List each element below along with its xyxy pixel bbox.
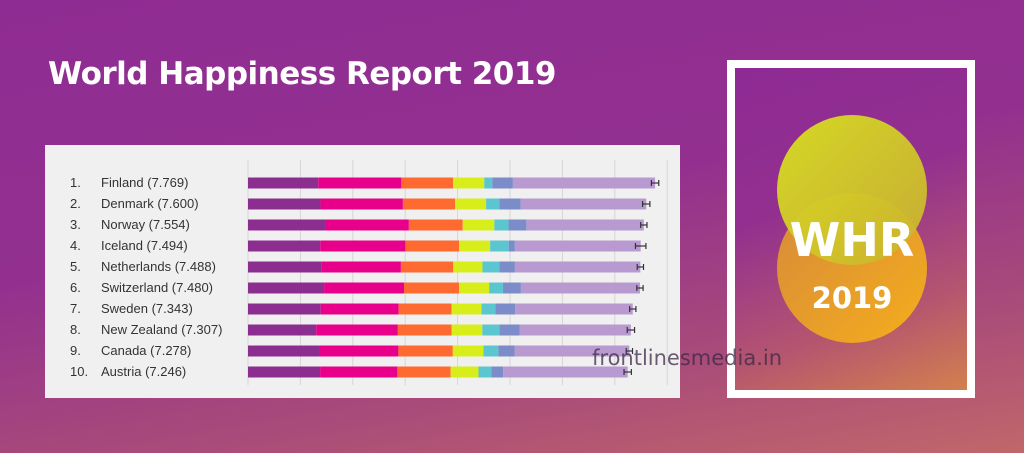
bar-segment — [248, 366, 321, 378]
bar-segment — [248, 240, 321, 252]
rank-number: 7. — [70, 301, 81, 316]
whr-logo-graphic: WHR 2019 — [777, 115, 927, 343]
bar-segment — [451, 324, 483, 336]
bar-segment — [481, 303, 496, 315]
country-label: Denmark (7.600) — [101, 196, 199, 211]
bar-segment — [324, 282, 405, 294]
bar-segment — [248, 345, 320, 357]
country-label: Finland (7.769) — [101, 175, 188, 190]
bar-segment — [397, 366, 451, 378]
country-label: Canada (7.278) — [101, 343, 191, 358]
bar-segment — [526, 219, 644, 231]
country-label: Switzerland (7.480) — [101, 280, 213, 295]
bar-segment — [494, 219, 509, 231]
bar-segment — [248, 303, 321, 315]
bar-segment — [520, 282, 640, 294]
rank-number: 5. — [70, 259, 81, 274]
bar-segment — [478, 366, 492, 378]
bar-segment — [519, 324, 631, 336]
page-title: World Happiness Report 2019 — [48, 56, 557, 92]
watermark: frontlinesmedia.in — [592, 346, 783, 370]
rank-number: 6. — [70, 280, 81, 295]
bar-segment — [451, 303, 482, 315]
country-label: Iceland (7.494) — [101, 238, 188, 253]
bar-segment — [495, 303, 516, 315]
bar-segment — [499, 198, 521, 210]
bar-segment — [502, 282, 521, 294]
bar-segment — [514, 261, 641, 273]
bar-segment — [320, 198, 403, 210]
bar-segment — [514, 240, 641, 252]
bar-segment — [318, 177, 402, 189]
bar-segment — [508, 219, 527, 231]
bar-segment — [508, 240, 515, 252]
bar-segment — [492, 177, 513, 189]
happiness-ranking-chart: 1. Finland (7.769) 2. Denmark (7.600) 3. Norw… — [70, 160, 668, 385]
bar-segment — [520, 198, 647, 210]
bar-segment — [248, 261, 322, 273]
whr-logo: WHR 2019 — [727, 60, 975, 398]
bar-segment — [248, 324, 317, 336]
bar-segment — [248, 177, 319, 189]
bar-segment — [484, 177, 493, 189]
rank-number: 9. — [70, 343, 81, 358]
bar-segment — [450, 366, 479, 378]
ranking-chart-panel: 1. Finland (7.769) 2. Denmark (7.600) 3. Norw… — [45, 145, 680, 398]
bar-segment — [248, 282, 325, 294]
bar-segment — [462, 219, 495, 231]
bar-segment — [489, 282, 503, 294]
logo-circle-top — [777, 115, 927, 265]
bar-segment — [397, 324, 452, 336]
logo-whr-text: WHR — [790, 213, 915, 267]
bar-segment — [455, 198, 487, 210]
country-label: New Zealand (7.307) — [101, 322, 222, 337]
country-label: Netherlands (7.488) — [101, 259, 216, 274]
bar-segment — [248, 219, 326, 231]
bar-segment — [408, 219, 463, 231]
bar-segment — [405, 240, 460, 252]
bar-segment — [319, 345, 399, 357]
country-label: Austria (7.246) — [101, 364, 186, 379]
bar-segment — [486, 198, 500, 210]
bar-segment — [498, 345, 515, 357]
rank-number: 3. — [70, 217, 81, 232]
bar-segment — [514, 345, 630, 357]
bar-segment — [459, 282, 490, 294]
bar-segment — [400, 261, 454, 273]
logo-year: 2019 — [812, 281, 893, 315]
bar-segment — [482, 261, 500, 273]
bar-segment — [402, 198, 456, 210]
bar-segment — [483, 345, 499, 357]
bar-segment — [499, 261, 515, 273]
bar-segment — [320, 240, 406, 252]
bar-segment — [482, 324, 500, 336]
bar-segment — [453, 177, 485, 189]
bar-segment — [512, 177, 656, 189]
bar-segment — [404, 282, 460, 294]
bar-segment — [515, 303, 633, 315]
bar-segment — [452, 345, 484, 357]
bar-segment — [401, 177, 454, 189]
bar-segment — [321, 261, 401, 273]
bar-segment — [459, 240, 491, 252]
rank-number: 4. — [70, 238, 81, 253]
country-label: Sweden (7.343) — [101, 301, 193, 316]
bar-segment — [398, 345, 453, 357]
bar-segment — [503, 366, 628, 378]
rank-number: 8. — [70, 322, 81, 337]
bar-segment — [316, 324, 398, 336]
rank-number: 1. — [70, 175, 81, 190]
rank-number: 2. — [70, 196, 81, 211]
bar-segment — [325, 219, 409, 231]
bar-segment — [320, 303, 399, 315]
bar-segment — [499, 324, 520, 336]
rank-number: 10. — [70, 364, 88, 379]
bar-segment — [491, 366, 504, 378]
bar-segment — [453, 261, 483, 273]
bar-segment — [248, 198, 321, 210]
bar-segment — [398, 303, 452, 315]
bar-segment — [320, 366, 398, 378]
bar-segment — [490, 240, 509, 252]
country-label: Norway (7.554) — [101, 217, 190, 232]
